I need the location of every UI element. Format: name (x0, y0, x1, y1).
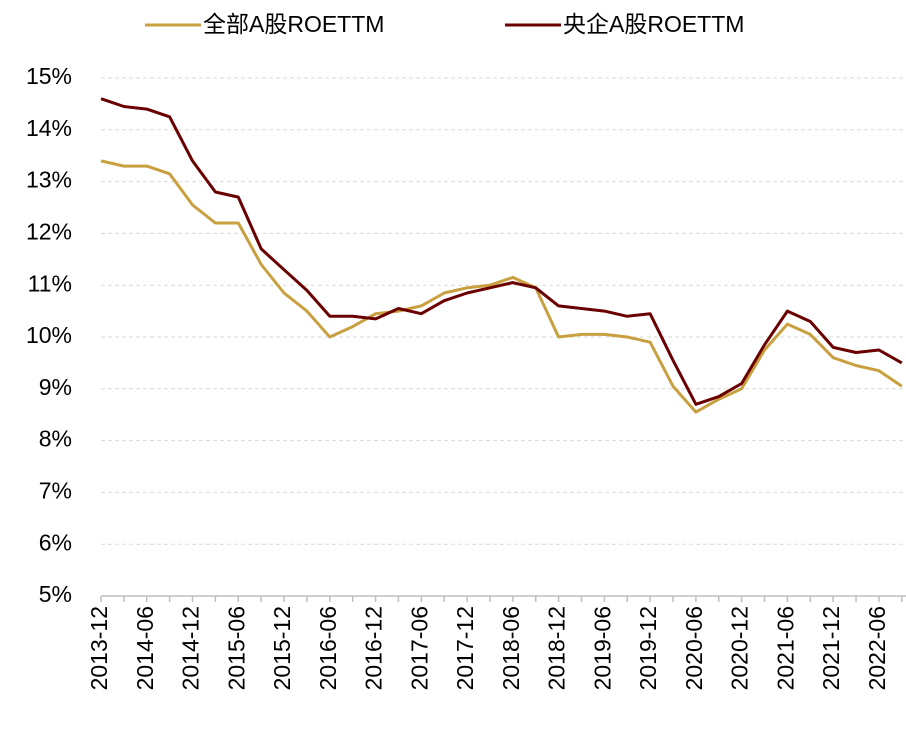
x-tick-label: 2022-06 (864, 606, 890, 690)
data-line (100, 159, 903, 414)
x-tick-label: 2017-06 (406, 606, 432, 690)
x-tick-label: 2014-06 (132, 606, 158, 690)
y-tick-label: 8% (39, 426, 72, 452)
y-tick-label: 13% (26, 167, 72, 193)
y-tick-label: 6% (39, 529, 72, 555)
y-tick-label: 7% (39, 477, 72, 503)
x-tick-label: 2018-12 (544, 606, 570, 690)
x-tick-label: 2021-06 (772, 606, 798, 690)
x-tick-label: 2017-12 (452, 606, 478, 690)
x-tick-label: 2013-12 (86, 606, 112, 690)
x-tick-label: 2020-12 (727, 606, 753, 690)
y-tick-label: 5% (39, 581, 72, 607)
x-tick-label: 2019-12 (635, 606, 661, 690)
legend-label: 央企A股ROETTM (563, 11, 744, 37)
x-tick-label: 2016-12 (361, 606, 387, 690)
x-tick-label: 2015-06 (223, 606, 249, 690)
x-tick-label: 2020-06 (681, 606, 707, 690)
legend-label: 全部A股ROETTM (203, 11, 384, 37)
data-line (100, 97, 903, 406)
x-tick-label: 2019-06 (589, 606, 615, 690)
y-tick-label: 15% (26, 63, 72, 89)
y-tick-label: 14% (26, 115, 72, 141)
x-tick-label: 2018-06 (498, 606, 524, 690)
x-tick-label: 2021-12 (818, 606, 844, 690)
y-tick-label: 12% (26, 218, 72, 244)
x-tick-label: 2014-12 (178, 606, 204, 690)
y-tick-label: 11% (28, 270, 72, 296)
x-tick-label: 2015-12 (269, 606, 295, 690)
x-tick-label: 2016-06 (315, 606, 341, 690)
y-tick-label: 10% (26, 322, 72, 348)
y-tick-label: 9% (39, 374, 72, 400)
